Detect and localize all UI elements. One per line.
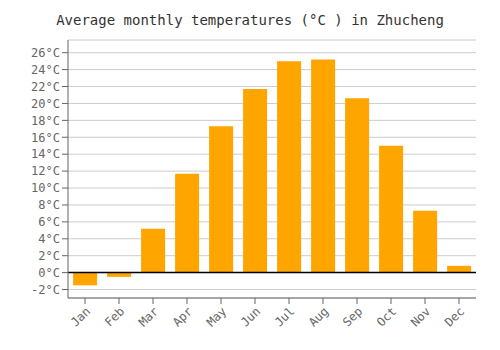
html-text:Average monthly temperatures (: Average monthly temperatures (°C ) in Zh…	[56, 12, 444, 28]
svg-text:Apr: Apr	[170, 304, 195, 329]
svg-text:Feb: Feb	[102, 304, 127, 329]
svg-text:14°C: 14°C	[31, 147, 60, 161]
svg-text:10°C: 10°C	[31, 181, 60, 195]
svg-text:Jun: Jun	[238, 304, 263, 329]
svg-text:2°C: 2°C	[38, 249, 60, 263]
svg-text:Dec: Dec	[442, 304, 467, 329]
svg-text:6°C: 6°C	[38, 215, 60, 229]
svg-text:Aug: Aug	[306, 304, 331, 329]
svg-text:8°C: 8°C	[38, 198, 60, 212]
svg-text:22°C: 22°C	[31, 80, 60, 94]
svg-text:-2°C: -2°C	[31, 283, 60, 297]
svg-text:0°C: 0°C	[38, 266, 60, 280]
svg-text:Mar: Mar	[136, 304, 161, 329]
svg-text:4°C: 4°C	[38, 232, 60, 246]
svg-text:Jul: Jul	[272, 304, 297, 329]
svg-text:Jan: Jan	[68, 304, 93, 329]
svg-text:12°C: 12°C	[31, 164, 60, 178]
svg-text:18°C: 18°C	[31, 114, 60, 128]
svg-text:Oct: Oct	[374, 304, 399, 329]
svg-text:24°C: 24°C	[31, 63, 60, 77]
svg-text:20°C: 20°C	[31, 97, 60, 111]
svg-text:Nov: Nov	[408, 304, 433, 329]
svg-text:26°C: 26°C	[31, 46, 60, 60]
svg-text:May: May	[204, 304, 229, 329]
svg-text:Sep: Sep	[340, 304, 365, 329]
svg-text:16°C: 16°C	[31, 131, 60, 145]
